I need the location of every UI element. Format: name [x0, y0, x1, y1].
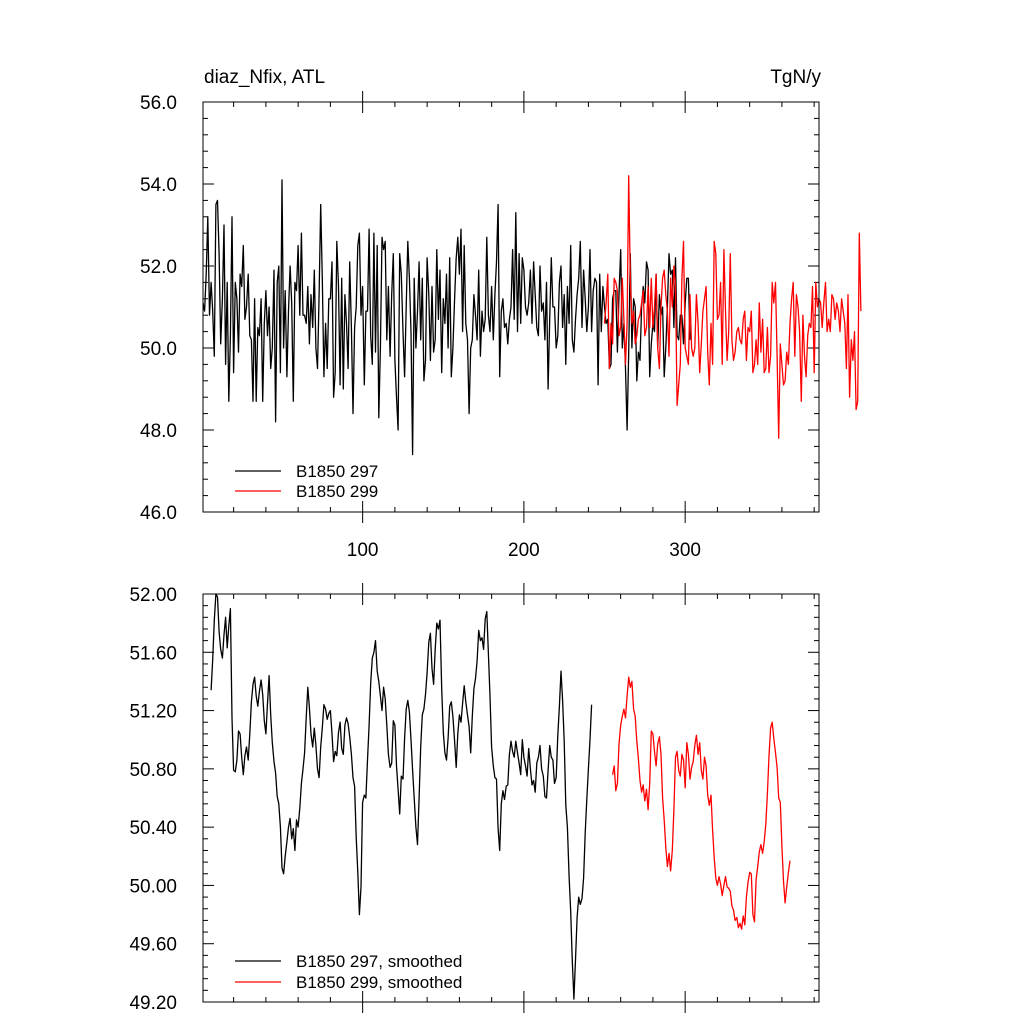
series-line-b1850-297-smoothed	[210, 593, 593, 1000]
legend-label-b1850-299-smoothed: B1850 299, smoothed	[296, 973, 462, 992]
y-tick-label: 56.0	[140, 93, 177, 114]
y-tick-label: 50.80	[129, 760, 177, 781]
y-tick-label: 46.0	[140, 503, 177, 524]
y-tick-label: 48.0	[140, 421, 177, 442]
y-tick-label: 50.40	[129, 818, 177, 839]
bottom-legend: B1850 297, smoothed B1850 299, smoothed	[235, 952, 462, 992]
bottom-panel: 49.20 49.60 50.00 50.40 50.80 51.20 51.60 52.00…	[129, 583, 820, 1014]
legend-label-b1850-297: B1850 297	[296, 462, 378, 481]
series-line-b1850-297	[202, 179, 691, 456]
y-tick-label: 52.0	[140, 257, 177, 278]
y-tick-label: 49.60	[129, 935, 177, 956]
y-tick-label: 52.00	[129, 585, 177, 606]
y-tick-label: 50.0	[140, 339, 177, 360]
chart-title-left: diaz_Nfix, ATL	[204, 67, 325, 88]
bottom-plot-frame	[202, 593, 820, 1003]
y-tick-label: 54.0	[140, 175, 177, 196]
top-panel: diaz_Nfix, ATL TgN/y 46.0 48.0 50.0 52.0 54.…	[140, 67, 862, 561]
y-tick-label: 49.20	[129, 993, 177, 1014]
series-line-b1850-299	[603, 175, 862, 439]
y-tick-label: 51.60	[129, 643, 177, 664]
legend-label-b1850-297-smoothed: B1850 297, smoothed	[296, 952, 462, 971]
x-tick-label: 300	[669, 540, 701, 561]
top-plot-frame	[202, 101, 820, 513]
chart-title-right: TgN/y	[770, 67, 821, 88]
y-tick-label: 50.00	[129, 876, 177, 897]
legend-label-b1850-299: B1850 299	[296, 482, 378, 501]
x-tick-label: 200	[508, 540, 540, 561]
y-tick-label: 51.20	[129, 702, 177, 723]
top-legend: B1850 297 B1850 299	[235, 462, 378, 501]
series-line-b1850-299-smoothed	[611, 676, 791, 930]
x-tick-label: 100	[347, 540, 379, 561]
